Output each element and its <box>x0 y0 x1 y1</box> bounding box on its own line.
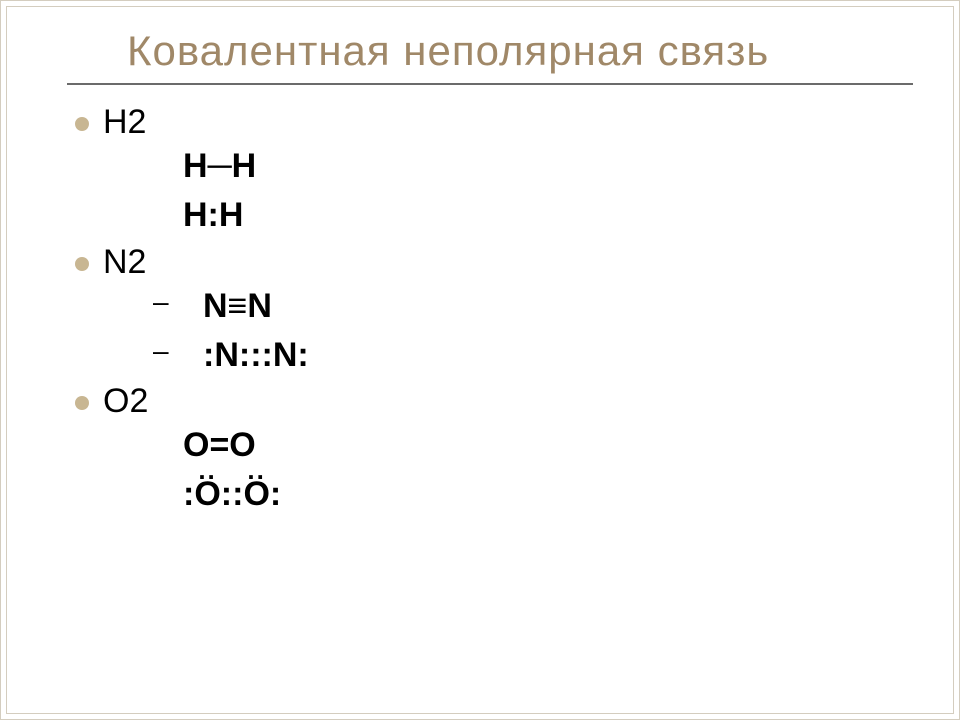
structure-line: H:H <box>183 191 913 240</box>
molecule-label: H2 <box>103 103 913 142</box>
list-item: H2 H─H H:H <box>67 103 913 241</box>
slide-frame: Ковалентная неполярная связь H2 H─H H:H … <box>6 6 954 714</box>
structure-block: N≡N :N:::N: <box>103 282 913 381</box>
structure-block: O=O :O::O: <box>103 421 913 520</box>
molecule-label: N2 <box>103 243 913 282</box>
structure-block: H─H H:H <box>103 142 913 241</box>
structure-line: O=O <box>183 421 913 470</box>
structure-line: N≡N <box>143 282 913 331</box>
structure-line: :N:::N: <box>143 331 913 380</box>
structure-line: :O::O: <box>183 470 913 519</box>
title-rule <box>67 83 913 85</box>
molecule-label: O2 <box>103 382 913 421</box>
slide-title: Ковалентная неполярная связь <box>127 27 913 75</box>
list-item: N2 N≡N :N:::N: <box>67 243 913 381</box>
list-item: O2 O=O :O::O: <box>67 382 913 520</box>
molecule-list: H2 H─H H:H N2 N≡N :N:::N: O2 O=O :O::O: <box>67 103 913 520</box>
structure-line: H─H <box>183 142 913 191</box>
content-area: H2 H─H H:H N2 N≡N :N:::N: O2 O=O :O::O: <box>67 103 913 520</box>
